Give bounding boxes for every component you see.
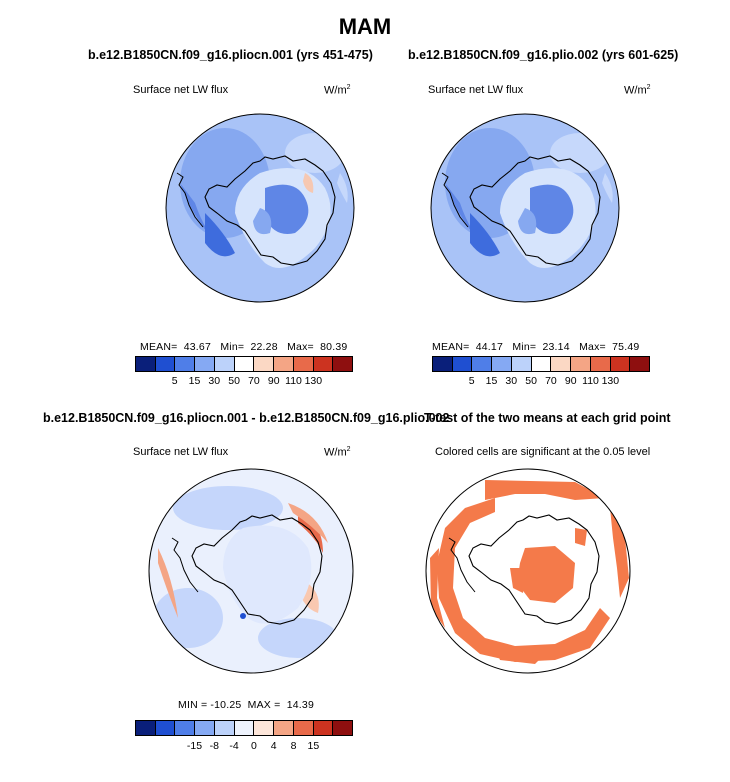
polar-map-top-right: [430, 113, 620, 303]
colorbar-swatch: [333, 721, 353, 735]
colorbar-tick-label: -4: [229, 740, 239, 752]
units-label-top-right: W/m2: [624, 84, 651, 97]
colorbar-swatch: [195, 721, 215, 735]
colorbar-swatch: [234, 721, 255, 735]
colorbar-tick-label: 30: [208, 375, 221, 387]
colorbar-tick-label: 5: [171, 375, 178, 387]
units-label-top-left: W/m2: [324, 84, 351, 97]
colorbar-swatch: [136, 721, 156, 735]
colorbar-swatch: [571, 357, 591, 371]
colorbar-swatch: [630, 357, 650, 371]
colorbar-tick-label: 30: [505, 375, 518, 387]
panel-title-top-left: b.e12.B1850CN.f09_g16.pliocn.001 (yrs 45…: [88, 48, 373, 62]
colorbar-swatch: [254, 357, 275, 371]
colorbar-tick-label: -15: [186, 740, 203, 752]
stats-top-right: MEAN= 44.17 Min= 23.14 Max= 75.49: [432, 341, 640, 353]
colorbar-tick-label: 50: [228, 375, 240, 387]
significance-map-bottom-right: [425, 468, 631, 674]
colorbar-swatch: [274, 721, 294, 735]
colorbar-swatch: [155, 721, 176, 735]
colorbar-swatch: [551, 357, 572, 371]
colorbar-tick-label: 110: [582, 375, 599, 387]
colorbar-tick-label: 110: [285, 375, 302, 387]
colorbar-swatch: [333, 357, 353, 371]
colorbar-tick-label: 15: [485, 375, 498, 387]
colorbar-swatch: [531, 357, 552, 371]
colorbar-swatch: [214, 721, 235, 735]
colorbar-tick-label: 50: [525, 375, 537, 387]
colorbar-swatch: [511, 357, 532, 371]
colorbar-bottom-left: [135, 720, 353, 736]
figure-title: MAM: [338, 14, 392, 39]
colorbar-swatch: [254, 721, 275, 735]
colorbar-top-left: [135, 356, 353, 372]
colorbar-swatch: [590, 357, 611, 371]
panel-title-bottom-left: b.e12.B1850CN.f09_g16.pliocn.001 - b.e12…: [43, 411, 450, 425]
colorbar-swatch: [293, 721, 314, 735]
colorbar-tick-label: -8: [209, 740, 219, 752]
colorbar-tick-label: 8: [290, 740, 297, 752]
colorbar-swatch: [175, 357, 196, 371]
colorbar-tick-label: 0: [250, 740, 257, 752]
colorbar-swatch: [155, 357, 176, 371]
variable-label-top-left: Surface net LW flux: [133, 84, 229, 96]
colorbar-swatch: [472, 357, 493, 371]
colorbar-tick-label: 5: [468, 375, 475, 387]
colorbar-tick-label: 15: [188, 375, 201, 387]
colorbar-tick-label: 70: [248, 375, 260, 387]
polar-map-top-left: [165, 113, 355, 303]
units-label-bottom-left: W/m2: [324, 446, 351, 459]
colorbar-swatch: [610, 357, 631, 371]
colorbar-swatch: [313, 357, 334, 371]
variable-label-top-right: Surface net LW flux: [428, 84, 524, 96]
stats-top-left: MEAN= 43.67 Min= 22.28 Max= 80.39: [140, 341, 348, 353]
colorbar-swatch: [293, 357, 314, 371]
colorbar-tick-label: 15: [307, 740, 320, 752]
stats-bottom-left: MIN = -10.25 MAX = 14.39: [178, 699, 314, 711]
polar-map-bottom-left: [148, 468, 354, 674]
colorbar-swatch: [452, 357, 473, 371]
colorbar-swatch: [274, 357, 294, 371]
colorbar-top-right: [432, 356, 650, 372]
panel-title-bottom-right: T-test of the two means at each grid poi…: [424, 411, 671, 425]
colorbar-swatch: [175, 721, 196, 735]
colorbar-tick-label: 130: [601, 375, 620, 387]
colorbar-tick-label: 130: [304, 375, 323, 387]
colorbar-tick-label: 4: [270, 740, 277, 752]
colorbar-tick-label: 90: [564, 375, 577, 387]
colorbar-tick-label: 90: [267, 375, 280, 387]
colorbar-swatch: [195, 357, 215, 371]
colorbar-swatch: [492, 357, 512, 371]
colorbar-swatch: [136, 357, 156, 371]
colorbar-swatch: [433, 357, 453, 371]
panel-title-top-right: b.e12.B1850CN.f09_g16.plio.002 (yrs 601-…: [408, 48, 679, 62]
colorbar-swatch: [313, 721, 334, 735]
colorbar-tick-label: 70: [545, 375, 557, 387]
variable-label-bottom-left: Surface net LW flux: [133, 446, 229, 458]
subtitle-bottom-right: Colored cells are significant at the 0.0…: [435, 446, 651, 458]
colorbar-swatch: [214, 357, 235, 371]
colorbar-swatch: [234, 357, 255, 371]
